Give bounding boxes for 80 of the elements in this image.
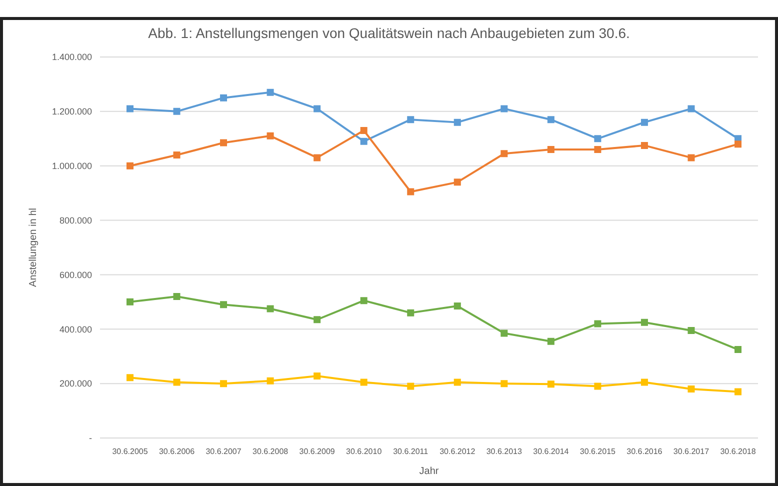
point [360, 138, 368, 145]
point [547, 116, 554, 124]
point [454, 302, 461, 310]
point [500, 105, 508, 112]
point [407, 116, 414, 124]
y-axis-title: Anstellungen in hl [28, 208, 39, 287]
point [407, 382, 414, 390]
point [220, 301, 228, 308]
point [500, 150, 508, 158]
point [688, 105, 695, 112]
point [173, 108, 180, 115]
point [594, 146, 602, 154]
x-tick-label: 30.6.2010 [346, 447, 382, 456]
point [360, 378, 368, 386]
point [640, 118, 648, 126]
point [266, 305, 274, 312]
point [734, 140, 742, 148]
point [500, 330, 508, 337]
point [173, 378, 180, 386]
point [314, 372, 321, 380]
point [220, 380, 228, 388]
y-tick-label: 1.400.000 [52, 52, 92, 62]
point [640, 378, 648, 386]
point [500, 380, 508, 388]
point [688, 327, 695, 334]
y-tick-label: 800.000 [59, 215, 92, 226]
point [640, 318, 648, 326]
point [126, 298, 134, 306]
point [547, 146, 554, 154]
x-tick-label: 30.6.2018 [720, 447, 756, 456]
chart-title: Abb. 1: Anstellungsmengen von Qualitätswein nach Anbaugebieten zum 30.6. [148, 25, 630, 41]
x-tick-label: 30.6.2016 [626, 447, 663, 456]
point [688, 154, 695, 162]
point [547, 338, 554, 345]
x-tick-label: 30.6.2007 [206, 447, 242, 456]
x-tick-label: 30.6.2008 [252, 447, 289, 456]
point [173, 292, 180, 300]
point [126, 374, 134, 382]
point [266, 88, 274, 96]
point [220, 139, 228, 146]
x-tick-label: 30.6.2005 [112, 447, 148, 456]
point [454, 178, 461, 186]
x-tick-label: 30.6.2009 [299, 447, 336, 456]
x-axis-title: Jahr [419, 466, 440, 477]
point [734, 388, 742, 396]
point [314, 105, 321, 112]
y-tick-label: 600.000 [59, 270, 92, 280]
y-tick-label: 400.000 [59, 324, 92, 334]
point [594, 320, 602, 328]
point [360, 126, 368, 134]
point [266, 132, 274, 140]
point [594, 382, 602, 390]
y-tick-label: - [89, 433, 92, 444]
point [688, 386, 695, 393]
x-tick-label: 30.6.2015 [580, 447, 616, 456]
x-tick-label: 30.6.2017 [673, 447, 710, 456]
point [547, 380, 554, 388]
point [266, 377, 274, 384]
x-tick-label: 30.6.2006 [158, 447, 196, 456]
point [454, 118, 461, 126]
point [734, 346, 742, 354]
point [640, 142, 648, 149]
x-tick-label: 30.6.2013 [486, 447, 522, 456]
point [407, 188, 414, 196]
point [594, 135, 602, 142]
point [220, 94, 228, 102]
point [360, 297, 368, 304]
point [173, 151, 180, 158]
x-tick-label: 30.6.2014 [533, 447, 570, 456]
point [126, 105, 134, 112]
y-tick-label: 1.000.000 [52, 161, 92, 172]
point [126, 162, 134, 170]
point [454, 378, 461, 386]
y-tick-label: 1.200.000 [52, 106, 92, 117]
point [407, 309, 414, 316]
point [314, 316, 321, 324]
y-tick-label: 200.000 [59, 378, 92, 389]
x-tick-label: 30.6.2011 [393, 447, 429, 456]
x-tick-label: 30.6.2012 [440, 447, 476, 456]
point [314, 154, 321, 162]
